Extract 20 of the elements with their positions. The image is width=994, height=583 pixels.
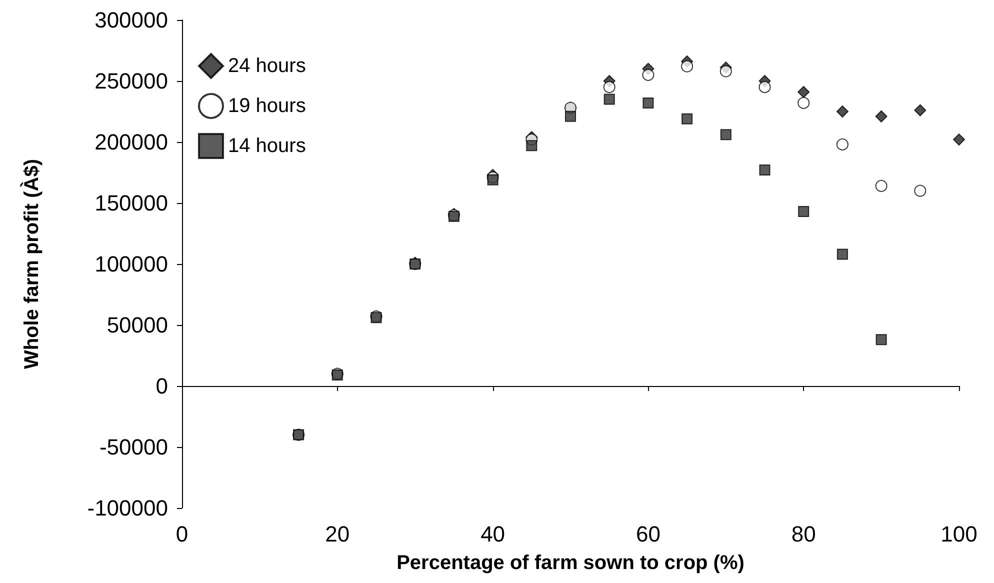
y-tick-label: -100000 xyxy=(87,496,168,520)
y-tick-label: 300000 xyxy=(94,8,168,32)
y-tick-label: 0 xyxy=(156,374,168,398)
y-axis-title: Whole farm profit (À$) xyxy=(20,159,43,369)
x-tick-label: 80 xyxy=(791,522,816,546)
y-tick-label: 50000 xyxy=(106,312,168,338)
y-tick-label: -50000 xyxy=(99,434,168,460)
legend-label: 24 hours xyxy=(228,55,306,77)
x-tick-label: 0 xyxy=(176,522,188,546)
x-tick-label: 20 xyxy=(325,522,350,546)
legend-label: 19 hours xyxy=(228,95,306,117)
y-tick-label: 100000 xyxy=(94,252,168,276)
y-tick-label: 250000 xyxy=(94,68,168,94)
legend-label: 14 hours xyxy=(228,135,306,157)
y-tick-label: 200000 xyxy=(94,130,168,154)
x-tick-label: 100 xyxy=(940,522,978,546)
x-axis-title: Percentage of farm sown to crop (%) xyxy=(396,552,744,574)
x-tick-label: 40 xyxy=(480,522,506,546)
x-tick-label: 60 xyxy=(636,522,660,546)
y-tick-label: 150000 xyxy=(94,190,168,216)
